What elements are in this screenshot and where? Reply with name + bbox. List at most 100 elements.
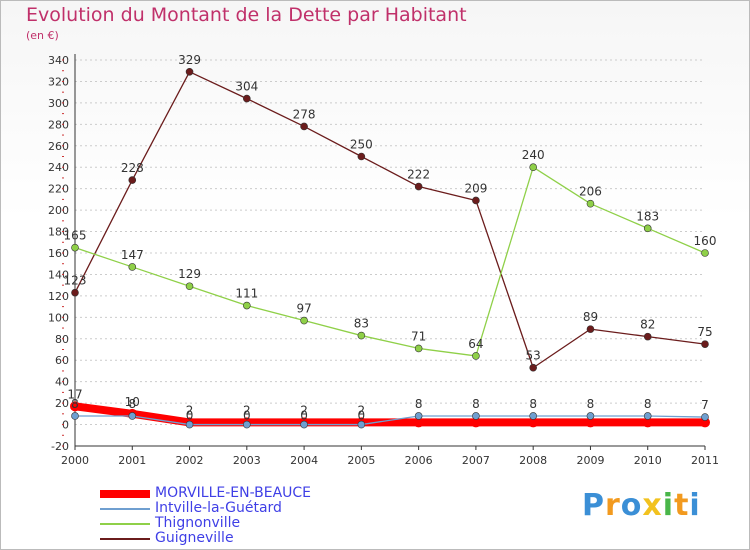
logo-letter: r	[605, 488, 621, 523]
data-point	[71, 288, 79, 297]
legend-swatch	[100, 508, 150, 510]
x-tick-label: 2007	[462, 454, 490, 467]
logo-letter: i	[662, 488, 675, 523]
data-label: 222	[407, 168, 430, 182]
data-point	[70, 401, 80, 412]
series-line	[74, 166, 706, 357]
series-intville-la-gu-tard	[71, 412, 709, 429]
data-label: 0	[243, 409, 251, 423]
y-tick-label: 200	[48, 204, 69, 217]
data-point	[185, 282, 194, 291]
y-tick-label: 280	[48, 118, 69, 131]
data-point	[529, 163, 537, 172]
data-label: 304	[235, 80, 258, 94]
data-point	[470, 417, 481, 428]
data-point	[185, 67, 194, 76]
data-label: 2	[300, 403, 308, 417]
data-label: 8	[472, 397, 480, 411]
data-label: 129	[178, 267, 201, 281]
data-point	[529, 412, 537, 420]
legend-swatch	[100, 523, 150, 525]
x-tick-label: 2002	[176, 454, 204, 467]
x-tick-label: 2006	[405, 454, 433, 467]
data-point	[71, 412, 79, 420]
x-tick-label: 2010	[634, 454, 662, 467]
data-point	[243, 301, 251, 310]
data-label: 0	[300, 409, 308, 423]
data-point	[243, 94, 251, 103]
y-tick-label: 180	[48, 226, 69, 239]
data-label: 89	[583, 310, 598, 324]
data-label: 64	[468, 337, 483, 351]
x-tick-label: 2003	[233, 454, 261, 467]
data-point	[300, 316, 308, 325]
data-label: 206	[579, 185, 602, 199]
data-label: 8	[529, 397, 537, 411]
data-label: 0	[358, 409, 366, 423]
data-label: 17	[67, 387, 82, 401]
data-point	[185, 420, 194, 429]
data-label: 83	[354, 317, 369, 331]
data-point	[300, 122, 308, 131]
data-label: 228	[121, 161, 144, 175]
data-label: 250	[350, 138, 373, 152]
data-point	[642, 417, 653, 428]
proxiti-logo: Proxiti	[582, 488, 701, 523]
x-tick-label: 2005	[347, 454, 375, 467]
data-point	[414, 344, 423, 353]
data-label: 97	[296, 302, 311, 316]
data-point	[128, 412, 137, 420]
legend-label: MORVILLE-EN-BEAUCE	[155, 485, 312, 501]
data-label: 147	[121, 248, 144, 262]
data-point	[300, 420, 308, 429]
data-point	[585, 417, 596, 428]
data-point	[414, 182, 423, 191]
legend-swatch	[100, 538, 150, 540]
data-label: 82	[640, 318, 655, 332]
data-label: 8	[71, 397, 79, 411]
data-label: 2	[243, 403, 251, 417]
logo-letter: P	[582, 488, 605, 523]
series-morville-en-beauce	[70, 401, 710, 428]
data-point	[643, 332, 652, 341]
data-point	[357, 331, 366, 340]
data-point	[128, 263, 137, 271]
x-tick-label: 2004	[290, 454, 318, 467]
data-label: 53	[526, 349, 541, 363]
data-point	[701, 249, 709, 257]
data-label: 8	[128, 397, 136, 411]
data-point	[701, 413, 709, 421]
data-label: 2	[186, 403, 194, 417]
series-thignonville	[71, 163, 709, 360]
data-label: 329	[178, 53, 201, 67]
data-point	[528, 417, 539, 428]
data-point	[71, 243, 79, 252]
data-label: 75	[697, 325, 712, 339]
x-tick-label: 2001	[118, 454, 146, 467]
y-tick-label: 320	[48, 75, 69, 88]
data-label: 71	[411, 329, 426, 343]
series-line	[75, 415, 706, 426]
logo-letter: x	[642, 488, 663, 523]
data-point	[472, 352, 480, 360]
x-tick-label: 2000	[61, 454, 89, 467]
logo-letter: o	[620, 488, 643, 523]
data-point	[128, 176, 137, 184]
series-line	[74, 71, 706, 369]
data-label: 209	[464, 181, 487, 195]
data-label: 123	[64, 274, 87, 288]
data-point	[643, 412, 652, 420]
data-label: 2	[358, 403, 366, 417]
x-tick-label: 2008	[519, 454, 547, 467]
data-label: 111	[235, 287, 258, 301]
legend-label: Guigneville	[155, 530, 234, 546]
data-point	[701, 340, 709, 348]
logo-letter: t	[674, 488, 690, 523]
data-point	[586, 412, 595, 420]
data-point	[643, 224, 652, 233]
data-point	[413, 417, 424, 428]
data-label: 278	[293, 107, 316, 121]
y-tick-label: 300	[48, 97, 69, 110]
y-tick-label: 160	[48, 247, 69, 260]
